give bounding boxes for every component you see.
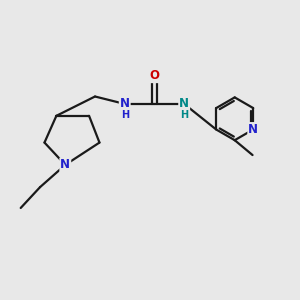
Text: N: N [120,98,130,110]
Text: O: O [149,69,160,82]
Text: N: N [60,158,70,171]
Text: H: H [180,110,188,120]
Text: N: N [179,98,189,110]
Text: H: H [121,110,129,120]
Text: N: N [248,123,258,136]
